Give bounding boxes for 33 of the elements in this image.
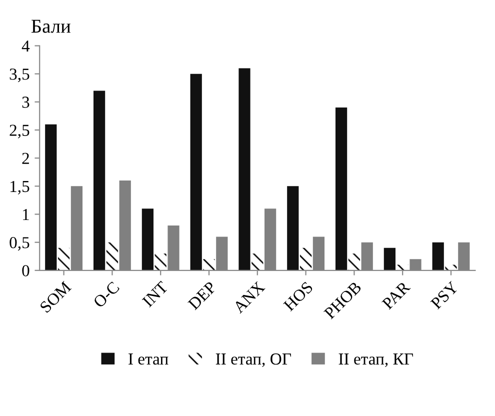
bar bbox=[238, 68, 250, 270]
y-axis-title: Бали bbox=[31, 20, 71, 33]
y-tick-label: 0,5 bbox=[10, 237, 30, 251]
bar bbox=[287, 186, 299, 270]
bar bbox=[154, 254, 166, 270]
x-tick-label: O-C bbox=[92, 281, 120, 308]
y-tick-label: 0 bbox=[22, 265, 30, 276]
bar bbox=[106, 242, 118, 270]
x-tick-label: INT bbox=[142, 280, 169, 308]
x-tick-label: PAR bbox=[381, 280, 411, 310]
y-tick-label: 3 bbox=[22, 96, 30, 108]
bar bbox=[190, 74, 202, 270]
bar bbox=[252, 254, 264, 270]
bar bbox=[432, 242, 444, 270]
y-tick-label: 3,5 bbox=[10, 68, 30, 82]
bar bbox=[142, 208, 154, 270]
bar bbox=[58, 248, 70, 270]
y-tick-label: 1 bbox=[23, 209, 29, 220]
bar bbox=[384, 248, 396, 270]
bar bbox=[93, 90, 106, 270]
bar bbox=[203, 259, 215, 270]
y-tick-label: 2,5 bbox=[10, 124, 30, 138]
bar bbox=[335, 108, 348, 270]
bar bbox=[348, 254, 360, 270]
y-tick-label: 2 bbox=[22, 152, 29, 164]
bar bbox=[300, 248, 312, 270]
bar bbox=[45, 124, 57, 270]
legend-label: I етап bbox=[128, 354, 168, 365]
legend-label: II етап, КГ bbox=[338, 354, 413, 368]
legend-label: II етап, ОГ bbox=[216, 353, 292, 368]
bar bbox=[445, 264, 457, 270]
y-tick-label: 4 bbox=[22, 40, 30, 52]
y-tick-label: 1,5 bbox=[10, 180, 30, 195]
